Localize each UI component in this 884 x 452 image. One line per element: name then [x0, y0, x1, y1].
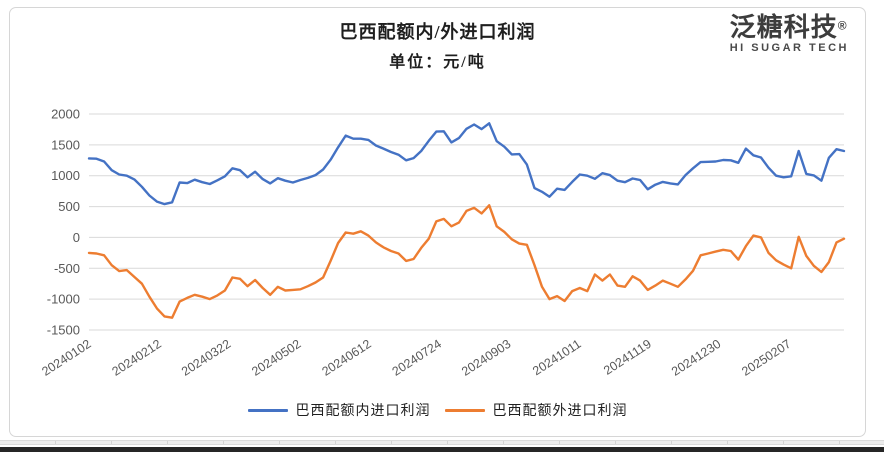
chart-unit-subtitle: 单位：元/吨 — [389, 54, 486, 72]
y-tick-label: -500 — [54, 261, 80, 276]
window-bottom-edge — [0, 447, 884, 452]
brand-logo-tagline: HI SUGAR TECH — [729, 42, 849, 54]
x-tick-label: 20240212 — [110, 337, 164, 379]
y-tick-label: -1000 — [47, 292, 80, 307]
legend-item-quota-out: 巴西配额外进口利润 — [444, 400, 628, 420]
x-tick-label: 20241230 — [669, 337, 723, 379]
y-tick-label: 0 — [73, 230, 80, 245]
x-tick-label: 20240724 — [390, 337, 444, 379]
x-tick-label: 20240502 — [249, 337, 303, 379]
spreadsheet-row-strip — [0, 440, 884, 445]
legend-label-quota-in: 巴西配额内进口利润 — [295, 404, 431, 419]
brand-logo-name: 泛糖科技 — [729, 12, 838, 42]
x-tick-label: 20241119 — [601, 337, 654, 378]
x-tick-label: 20240322 — [179, 337, 233, 379]
brand-logo: 泛糖科技® HI SUGAR TECH — [730, 14, 849, 54]
legend-label-quota-out: 巴西配额外进口利润 — [492, 404, 628, 419]
x-tick-label: 20241011 — [530, 337, 584, 379]
legend-line-swatch-quota-in — [247, 408, 288, 412]
x-tick-label: 20250207 — [739, 337, 793, 379]
legend-item-quota-in: 巴西配额内进口利润 — [247, 400, 431, 420]
y-tick-label: -1500 — [47, 323, 80, 338]
chart-title: 巴西配额内/外进口利润 — [339, 22, 536, 42]
y-tick-label: 1500 — [51, 137, 80, 152]
y-tick-label: 500 — [58, 199, 80, 214]
y-tick-label: 2000 — [51, 107, 80, 122]
series-quota-in-line — [87, 122, 846, 206]
registered-trademark-icon: ® — [837, 18, 847, 33]
x-tick-label: 20240102 — [39, 337, 93, 379]
y-tick-label: 1000 — [51, 168, 80, 183]
legend-line-swatch-quota-out — [444, 408, 485, 412]
x-tick-label: 20240903 — [459, 337, 513, 379]
series-quota-out-line — [87, 204, 846, 319]
chart-frame: 巴西配额内/外进口利润 单位：元/吨 泛糖科技® HI SUGAR TECH 2… — [9, 7, 866, 437]
x-tick-label: 20240612 — [319, 337, 373, 379]
chart-legend: 巴西配额内进口利润 巴西配额外进口利润 — [10, 400, 865, 420]
chart-header: 巴西配额内/外进口利润 单位：元/吨 — [10, 20, 865, 72]
